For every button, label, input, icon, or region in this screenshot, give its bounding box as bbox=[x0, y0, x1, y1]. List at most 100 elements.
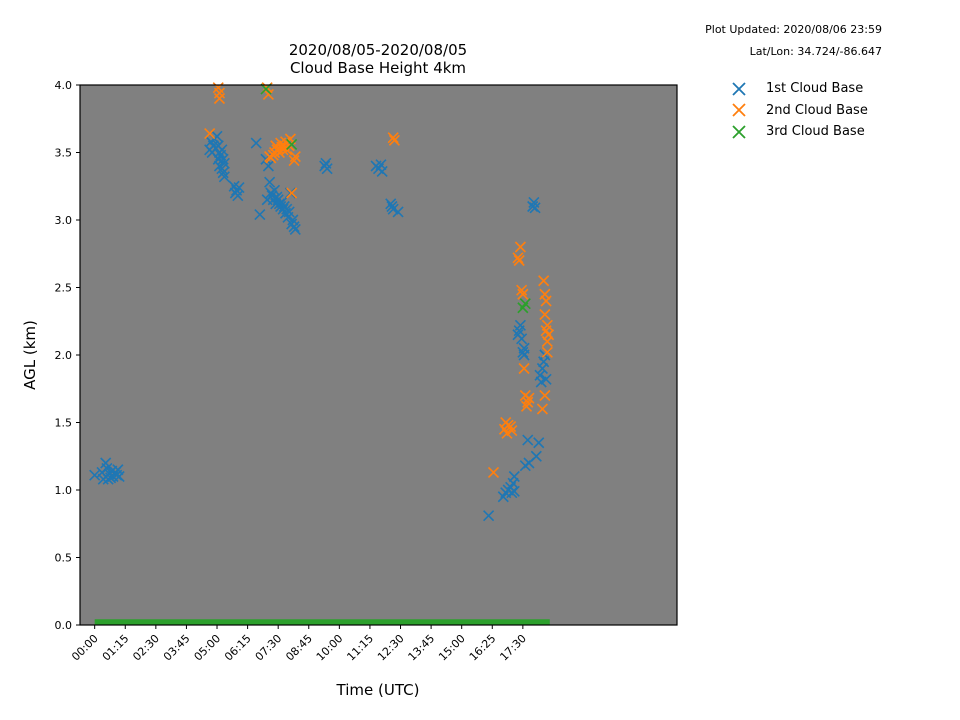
data-point bbox=[518, 362, 530, 375]
data-point bbox=[113, 470, 125, 483]
data-point bbox=[288, 155, 300, 167]
data-point bbox=[211, 130, 223, 142]
y-tick-label: 3.0 bbox=[55, 214, 73, 227]
data-point bbox=[523, 392, 535, 404]
data-point bbox=[89, 469, 101, 481]
legend: 1st Cloud Base 2nd Cloud Base 3rd Cloud … bbox=[728, 78, 868, 143]
data-point bbox=[260, 83, 272, 95]
data-point bbox=[284, 187, 296, 199]
data-point bbox=[216, 163, 228, 175]
data-point bbox=[539, 288, 551, 300]
data-point bbox=[287, 214, 299, 226]
data-point bbox=[529, 202, 541, 214]
y-axis-label: AGL (km) bbox=[21, 320, 39, 390]
points-layer bbox=[89, 82, 555, 522]
data-point bbox=[520, 400, 533, 412]
legend-label: 2nd Cloud Base bbox=[766, 102, 868, 118]
data-point bbox=[539, 308, 551, 321]
data-point bbox=[522, 396, 534, 408]
x-tick-label: 13:45 bbox=[406, 632, 438, 664]
x-axis-label: Time (UTC) bbox=[336, 681, 420, 699]
data-point bbox=[514, 319, 526, 331]
y-tick-label: 3.5 bbox=[55, 147, 73, 160]
data-point bbox=[216, 144, 228, 156]
y-tick-label: 0.5 bbox=[55, 552, 73, 565]
data-point bbox=[388, 134, 400, 146]
data-point bbox=[538, 356, 550, 368]
data-point bbox=[519, 298, 531, 310]
y-tick-label: 0.0 bbox=[55, 619, 73, 632]
chart-subtitle: Cloud Base Height 4km bbox=[290, 59, 466, 77]
data-point bbox=[530, 450, 542, 462]
data-point bbox=[289, 223, 301, 236]
x-tick-label: 10:00 bbox=[314, 632, 346, 664]
data-point bbox=[536, 403, 548, 415]
x-tick-label: 01:15 bbox=[100, 632, 132, 664]
plot-frame bbox=[79, 84, 678, 626]
legend-item-3rd: 3rd Cloud Base bbox=[728, 121, 868, 143]
series-1 bbox=[89, 130, 552, 522]
data-point bbox=[516, 284, 528, 296]
data-point bbox=[534, 369, 546, 381]
legend-label: 1st Cloud Base bbox=[766, 81, 864, 97]
y-tick-label: 2.5 bbox=[55, 282, 73, 295]
data-point bbox=[512, 252, 524, 264]
data-point bbox=[264, 176, 276, 188]
x-tick-label: 16:25 bbox=[467, 632, 499, 664]
data-point bbox=[539, 389, 551, 402]
data-point bbox=[533, 437, 545, 449]
data-point bbox=[516, 333, 528, 345]
data-point bbox=[262, 160, 274, 172]
x-tick-label: 11:15 bbox=[344, 632, 376, 664]
y-tick-label: 1.5 bbox=[55, 417, 73, 430]
data-point bbox=[514, 241, 526, 253]
x-tick-label: 06:15 bbox=[222, 632, 254, 664]
y-tick-label: 4.0 bbox=[55, 79, 73, 92]
data-point bbox=[288, 221, 300, 233]
data-point bbox=[540, 295, 552, 307]
x-tick-label: 15:00 bbox=[436, 632, 468, 664]
data-point bbox=[513, 254, 525, 267]
data-point bbox=[268, 184, 281, 196]
data-point bbox=[542, 329, 555, 341]
data-point bbox=[218, 171, 230, 183]
data-point bbox=[506, 425, 518, 437]
y-tick-label: 2.0 bbox=[55, 349, 73, 362]
data-point bbox=[112, 464, 124, 476]
legend-label: 3rd Cloud Base bbox=[766, 124, 865, 140]
series-3 bbox=[260, 83, 531, 314]
data-point bbox=[508, 470, 520, 483]
data-point bbox=[254, 209, 266, 221]
data-point bbox=[213, 92, 226, 105]
data-point bbox=[540, 373, 552, 385]
data-point bbox=[505, 420, 517, 433]
x-marker-icon bbox=[732, 103, 746, 117]
data-point bbox=[262, 88, 274, 101]
data-point bbox=[518, 342, 530, 354]
data-point bbox=[517, 288, 529, 300]
x-tick-label: 05:00 bbox=[192, 632, 224, 664]
x-tick-label: 07:30 bbox=[253, 632, 285, 664]
data-point bbox=[217, 167, 229, 179]
y-tick-label: 1.0 bbox=[55, 484, 73, 497]
data-point bbox=[217, 153, 229, 165]
data-point bbox=[250, 137, 262, 149]
data-point bbox=[218, 157, 230, 169]
data-point bbox=[286, 187, 298, 199]
x-tick-label: 03:45 bbox=[161, 632, 193, 664]
data-point bbox=[375, 159, 387, 171]
x-marker-icon bbox=[732, 82, 746, 96]
data-point bbox=[392, 206, 404, 218]
x-tick-label: 08:45 bbox=[283, 632, 315, 664]
plot-updated-text: Plot Updated: 2020/08/06 23:59 bbox=[705, 23, 882, 36]
legend-item-1st: 1st Cloud Base bbox=[728, 78, 868, 100]
data-point bbox=[538, 275, 550, 287]
legend-item-2nd: 2nd Cloud Base bbox=[728, 100, 868, 122]
data-point bbox=[483, 510, 495, 522]
data-point bbox=[289, 150, 301, 163]
lat-lon-text: Lat/Lon: 34.724/-86.647 bbox=[749, 45, 882, 58]
data-point bbox=[387, 132, 399, 144]
data-point bbox=[536, 362, 548, 375]
data-point bbox=[204, 128, 216, 140]
